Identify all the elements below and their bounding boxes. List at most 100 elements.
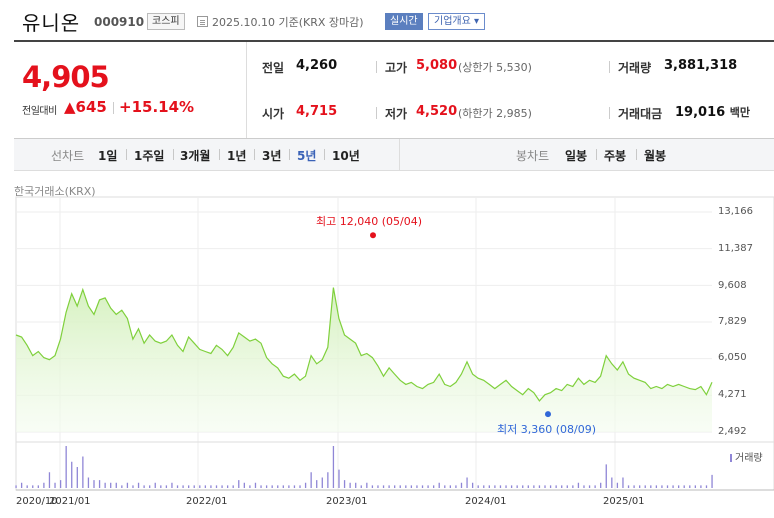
chart-grid xyxy=(15,196,774,491)
volume-bar xyxy=(388,485,390,488)
volume-bar xyxy=(522,485,524,488)
volume-bar xyxy=(483,485,485,488)
volume-bar xyxy=(405,485,407,488)
volume-bar xyxy=(705,485,708,488)
volume-bar xyxy=(622,477,624,488)
volume-bar xyxy=(444,485,446,488)
volume-bar xyxy=(349,482,351,488)
volume-bar xyxy=(154,482,156,488)
volume-bar xyxy=(516,485,518,488)
divider xyxy=(254,149,255,160)
y-tick: 9,608 xyxy=(718,280,747,291)
volume-bar xyxy=(93,480,95,488)
volume-bar xyxy=(711,474,713,488)
volume-bar xyxy=(210,485,212,488)
high-label: 고가 xyxy=(385,61,408,75)
open-value: 4,715 xyxy=(296,104,338,119)
high-value: 5,080 xyxy=(416,58,458,73)
company-info-button[interactable]: 기업개요 ▾ xyxy=(428,13,485,30)
stock-header: 유니온 000910 코스피 2025.10.10 기준(KRX 장마감) 실시… xyxy=(0,0,774,40)
volume-bar xyxy=(204,485,207,488)
volume-bar xyxy=(160,485,162,488)
period-3y[interactable]: 3년 xyxy=(262,149,282,163)
volume-bar xyxy=(282,485,284,488)
y-tick: 6,050 xyxy=(718,352,747,363)
volume-bar xyxy=(321,477,323,488)
volume-bar xyxy=(555,485,557,488)
low-value: 4,520 xyxy=(416,104,458,119)
period-1d[interactable]: 1일 xyxy=(98,149,118,163)
candle-weekly[interactable]: 주봉 xyxy=(604,149,627,163)
low-annotation: 최저 3,360 (08/09) xyxy=(497,423,597,436)
volume-bar xyxy=(143,485,145,488)
volume-bar xyxy=(232,485,234,488)
volume-bar xyxy=(455,485,457,488)
period-5y[interactable]: 5년 xyxy=(297,149,317,163)
volume-bar xyxy=(288,485,290,488)
volume-bar xyxy=(98,480,101,488)
volume-bar xyxy=(510,485,513,488)
divider xyxy=(113,102,114,114)
volume-bar xyxy=(26,485,28,488)
amount-number: 19,016 xyxy=(675,105,726,120)
quote-date: 2025.10.10 기준(KRX 장마감) xyxy=(197,14,364,30)
volume-bar xyxy=(433,485,435,488)
volume-bar xyxy=(689,485,691,488)
calendar-icon xyxy=(197,16,208,27)
divider xyxy=(376,61,377,73)
volume-bar xyxy=(616,482,619,488)
volume-bar xyxy=(115,482,117,488)
volume-bar xyxy=(299,485,301,488)
volume-bar xyxy=(427,485,429,488)
volume-bar xyxy=(399,485,401,488)
volume-bar xyxy=(226,485,229,488)
volume-bar xyxy=(165,485,168,488)
period-3m[interactable]: 3개월 xyxy=(180,149,211,163)
amount-label: 거래대금 xyxy=(618,107,663,121)
volume-bar xyxy=(572,485,574,488)
volume-bar xyxy=(126,482,129,488)
period-1y[interactable]: 1년 xyxy=(227,149,247,163)
volume-bar xyxy=(650,485,652,488)
volume-bar xyxy=(382,485,385,488)
divider xyxy=(596,149,597,160)
period-10y[interactable]: 10년 xyxy=(332,149,360,163)
period-1w[interactable]: 1주일 xyxy=(134,149,165,163)
volume-bar xyxy=(566,485,568,488)
realtime-button[interactable]: 실시간 xyxy=(385,13,423,30)
volume-legend: 거래량 xyxy=(730,449,763,464)
volume-bar xyxy=(605,464,607,488)
volume-label: 거래량 xyxy=(618,61,652,75)
volume-bar xyxy=(121,485,123,488)
x-tick: 2020/10 xyxy=(16,496,58,507)
volume-bar xyxy=(182,485,184,488)
stats-divider xyxy=(14,138,774,139)
volume-bar xyxy=(265,485,268,488)
volume-bar xyxy=(171,482,173,488)
divider xyxy=(609,107,610,119)
candle-daily[interactable]: 일봉 xyxy=(565,149,588,163)
volume-bar xyxy=(304,482,307,488)
volume-bar xyxy=(549,485,552,488)
volume-bar xyxy=(327,472,329,488)
volume-bar xyxy=(332,446,335,488)
candle-chart-label: 봉차트 xyxy=(516,149,550,163)
volume-bar xyxy=(188,485,190,488)
x-tick: 2022/01 xyxy=(186,496,228,507)
candle-monthly[interactable]: 월봉 xyxy=(644,149,667,163)
volume-bar xyxy=(293,485,296,488)
low-label: 저가 xyxy=(385,107,408,121)
volume-bar xyxy=(132,485,134,488)
volume-bar xyxy=(544,485,546,488)
volume-bar xyxy=(533,485,535,488)
volume-bar xyxy=(260,485,262,488)
volume-bar xyxy=(627,485,630,488)
stock-name: 유니온 xyxy=(22,11,81,35)
quote-date-text: 2025.10.10 기준(KRX 장마감) xyxy=(212,16,364,29)
volume-bar xyxy=(488,485,490,488)
y-tick: 11,387 xyxy=(718,243,753,254)
volume-bar xyxy=(672,485,674,488)
volume-bar xyxy=(43,482,45,488)
volume-bar xyxy=(466,477,468,488)
